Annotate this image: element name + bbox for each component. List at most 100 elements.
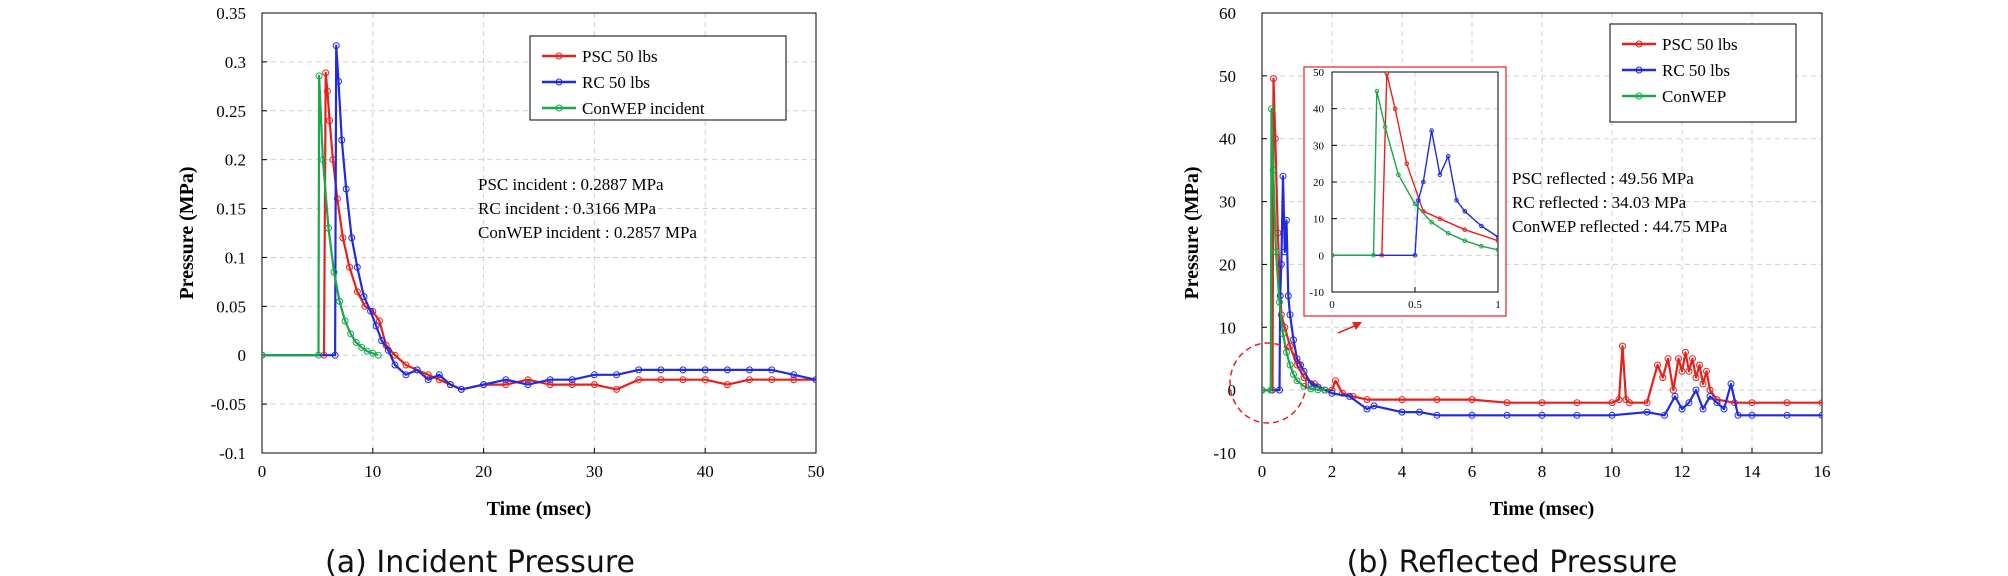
y-tick-label: 30 <box>1313 140 1325 152</box>
data-point-psc-50-lbs <box>1538 399 1546 407</box>
data-point-rc-50-lbs <box>1412 253 1418 258</box>
data-point-psc-50-lbs <box>1608 399 1616 407</box>
x-tick-label: 30 <box>586 462 603 481</box>
data-point-conwep <box>1412 201 1418 207</box>
data-point-conwep <box>1479 243 1484 249</box>
y-tick-label: 20 <box>1313 177 1325 189</box>
y-tick-label: 40 <box>1313 104 1325 116</box>
data-point-psc-50-lbs <box>1828 259 1832 263</box>
data-point-psc-50-lbs <box>657 376 665 384</box>
data-point-psc-50-lbs <box>322 69 330 77</box>
legend-label: RC 50 lbs <box>1662 61 1730 80</box>
y-tick-label: 0.2 <box>225 151 246 170</box>
data-point-rc-50-lbs <box>701 366 709 374</box>
data-point-psc-50-lbs <box>391 351 399 359</box>
data-point-rc-50-lbs <box>1828 265 1832 269</box>
data-point-conwep <box>1262 386 1266 394</box>
data-point-psc-50-lbs <box>1398 396 1406 404</box>
data-point-rc-50-lbs <box>1861 263 1865 267</box>
series-line-psc-50-lbs <box>1332 72 1498 257</box>
data-point-rc-50-lbs <box>502 376 510 384</box>
inset-x-ticks: 0 0.5 1 <box>1329 287 1501 311</box>
data-point-rc-50-lbs <box>1727 380 1735 388</box>
data-point-rc-50-lbs <box>635 366 643 374</box>
data-point-rc-50-lbs <box>1468 411 1476 419</box>
data-point-conwep-incident <box>341 317 349 325</box>
data-point-conwep-incident <box>262 351 266 359</box>
data-point-rc-50-lbs <box>480 381 488 389</box>
data-point-rc-50-lbs <box>1300 367 1308 375</box>
data-point-conwep-incident <box>315 351 322 359</box>
data-point-rc-50-lbs <box>546 376 554 384</box>
data-point-psc-50-lbs <box>1270 75 1277 83</box>
data-point-conwep <box>1283 348 1290 356</box>
data-point-rc-50-lbs <box>1293 355 1301 363</box>
data-point-conwep <box>1629 254 1633 258</box>
data-point-psc-50-lbs <box>1664 355 1672 363</box>
y-tick-label: 10 <box>1313 214 1325 226</box>
data-point-psc-50-lbs <box>1286 342 1294 350</box>
data-point-rc-50-lbs <box>1279 172 1287 180</box>
legend-marker <box>555 78 563 86</box>
data-point-psc-50-lbs <box>1685 367 1693 375</box>
series-line-conwep <box>1262 107 1326 392</box>
data-point-rc-50-lbs <box>1416 198 1421 203</box>
data-point-rc-50-lbs <box>568 376 576 384</box>
data-point-conwep <box>1276 298 1283 306</box>
data-point-rc-50-lbs <box>338 136 346 144</box>
data-point-psc-50-lbs <box>590 381 598 389</box>
data-point-psc-50-lbs <box>1579 250 1583 254</box>
data-point-rc-50-lbs <box>613 371 621 379</box>
data-point-rc-50-lbs <box>1328 389 1336 397</box>
data-point-psc-50-lbs <box>701 376 709 384</box>
y-tick-label: 20 <box>1219 255 1236 274</box>
data-point-psc-50-lbs <box>1689 355 1696 363</box>
y-tick-label: 0.15 <box>216 200 246 219</box>
data-point-rc-50-lbs <box>446 381 454 389</box>
data-point-psc-50-lbs <box>1762 257 1766 261</box>
legend-marker <box>1635 66 1643 74</box>
data-point-conwep <box>1293 377 1301 385</box>
data-point-rc-50-lbs <box>1284 292 1292 300</box>
data-point-rc-50-lbs <box>1479 223 1484 229</box>
legend-label: ConWEP <box>1662 87 1726 106</box>
data-point-rc-50-lbs <box>1608 411 1616 419</box>
data-point-psc-50-lbs <box>1384 72 1390 76</box>
legend-item-psc-50-lbs: PSC 50 lbs <box>542 47 658 66</box>
legend-label: PSC 50 lbs <box>1662 35 1738 54</box>
y-tick-label: 0.35 <box>216 4 246 23</box>
data-point-psc-50-lbs <box>1678 367 1686 375</box>
data-point-rc-50-lbs <box>1734 411 1742 419</box>
data-point-psc-50-lbs <box>1404 161 1409 166</box>
annotation-psc: PSC reflected : 49.56 MPa <box>1512 169 1694 188</box>
data-point-psc-50-lbs <box>1748 399 1756 407</box>
x-tick-label: 0.5 <box>1408 299 1422 311</box>
data-point-rc-50-lbs <box>1671 392 1679 400</box>
data-point-rc-50-lbs <box>1503 411 1511 419</box>
y-axis-ticks: -0.1 -0.05 0 0.05 0.1 0.15 0.2 0.25 0.3 0.35 <box>211 4 267 463</box>
data-point-conwep <box>1272 248 1280 256</box>
series-conwep <box>1262 105 1329 394</box>
inset-data-series <box>1332 72 1998 269</box>
data-point-conwep <box>1307 385 1315 393</box>
y-tick-label: 0.25 <box>216 102 246 121</box>
annotation-rc: RC reflected : 34.03 MPa <box>1512 193 1687 212</box>
y-axis-title: Pressure (MPa) <box>1181 166 1203 299</box>
data-point-psc-50-lbs <box>435 376 443 384</box>
data-point-rc-50-lbs <box>1429 128 1434 133</box>
series-rc-50-lbs <box>1332 128 1865 269</box>
y-tick-label: 50 <box>1219 67 1236 86</box>
series-line-psc-50-lbs <box>262 71 816 391</box>
data-point-rc-50-lbs <box>1678 405 1686 413</box>
data-point-rc-50-lbs <box>372 322 380 330</box>
data-point-conwep <box>1382 124 1388 130</box>
data-point-rc-50-lbs <box>1398 408 1406 416</box>
plot-frame <box>261 12 817 454</box>
data-point-conwep <box>1445 231 1451 236</box>
data-point-psc-50-lbs <box>1392 106 1398 111</box>
data-point-psc-50-lbs <box>1994 259 1998 263</box>
data-point-conwep-incident <box>330 268 338 276</box>
legend-item-psc-50-lbs: PSC 50 lbs <box>1622 35 1738 54</box>
